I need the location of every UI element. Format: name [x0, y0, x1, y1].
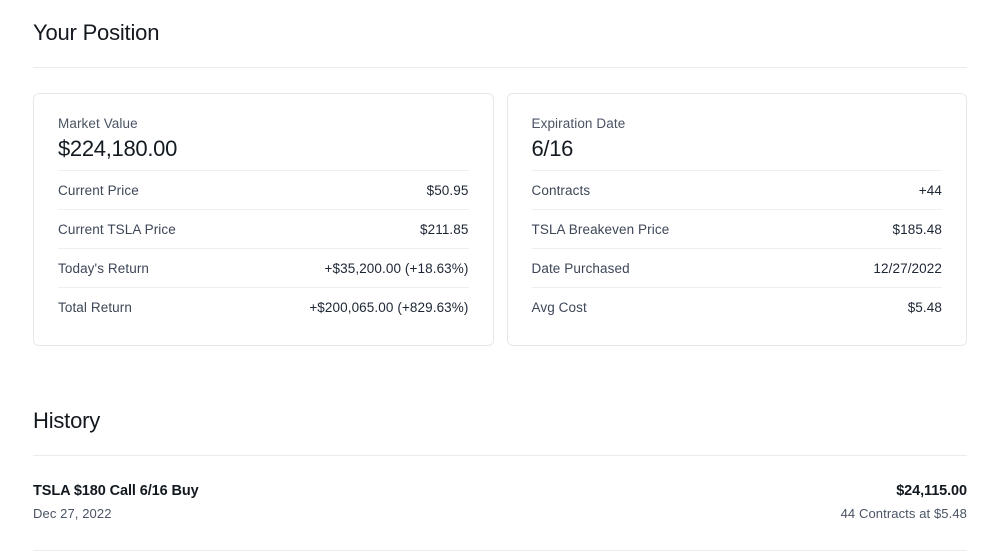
page-title: Your Position	[33, 20, 160, 45]
history-item-title: TSLA $180 Call 6/16 Buy	[33, 483, 199, 499]
table-row: Date Purchased 12/27/2022	[531, 248, 942, 287]
current-tsla-price-value: $211.85	[420, 221, 469, 237]
history-section-header: History	[33, 346, 967, 435]
table-row: Contracts +44	[531, 170, 942, 209]
history-item-amount: $24,115.00	[896, 483, 967, 499]
total-return-label: Total Return	[58, 299, 132, 315]
position-cards: Market Value $224,180.00 Current Price $…	[33, 93, 967, 346]
position-header-divider	[33, 67, 967, 68]
market-value-label: Market Value	[58, 116, 138, 131]
todays-return-value: +$35,200.00 (+18.63%)	[324, 260, 469, 276]
history-item-totals: $24,115.00 44 Contracts at $5.48	[840, 481, 968, 523]
expiration-date-value: 6/16	[531, 136, 574, 161]
market-value-amount: $224,180.00	[58, 136, 178, 161]
table-row: Total Return +$200,065.00 (+829.63%)	[58, 287, 469, 326]
breakeven-price-label: TSLA Breakeven Price	[531, 221, 670, 237]
table-row: Current Price $50.95	[58, 170, 469, 209]
list-item[interactable]: TSLA $180 Call 6/16 Buy Dec 27, 2022 $24…	[33, 456, 967, 551]
expiration-date-label: Expiration Date	[531, 116, 626, 131]
market-value-card: Market Value $224,180.00 Current Price $…	[33, 93, 494, 346]
position-section-header: Your Position	[33, 0, 967, 47]
avg-cost-value: $5.48	[907, 299, 942, 315]
table-row: Avg Cost $5.48	[531, 287, 942, 326]
expiration-details-card: Expiration Date 6/16 Contracts +44 TSLA …	[506, 93, 967, 346]
avg-cost-label: Avg Cost	[531, 299, 587, 315]
history-item-main: TSLA $180 Call 6/16 Buy Dec 27, 2022	[33, 481, 199, 523]
current-tsla-price-label: Current TSLA Price	[58, 221, 176, 237]
breakeven-price-value: $185.48	[892, 221, 942, 237]
date-purchased-label: Date Purchased	[531, 260, 630, 276]
contracts-value: +44	[918, 182, 942, 198]
table-row: TSLA Breakeven Price $185.48	[531, 209, 942, 248]
current-price-value: $50.95	[426, 182, 469, 198]
history-item-date: Dec 27, 2022	[33, 506, 112, 521]
history-header-divider	[33, 455, 967, 456]
todays-return-label: Today's Return	[58, 260, 150, 276]
history-item-detail: 44 Contracts at $5.48	[840, 506, 967, 521]
date-purchased-value: 12/27/2022	[873, 260, 942, 276]
contracts-label: Contracts	[531, 182, 591, 198]
history-title: History	[33, 408, 101, 433]
total-return-value: +$200,065.00 (+829.63%)	[309, 299, 469, 315]
table-row: Today's Return +$35,200.00 (+18.63%)	[58, 248, 469, 287]
current-price-label: Current Price	[58, 182, 139, 198]
history-list: TSLA $180 Call 6/16 Buy Dec 27, 2022 $24…	[33, 456, 967, 551]
table-row: Current TSLA Price $211.85	[58, 209, 469, 248]
